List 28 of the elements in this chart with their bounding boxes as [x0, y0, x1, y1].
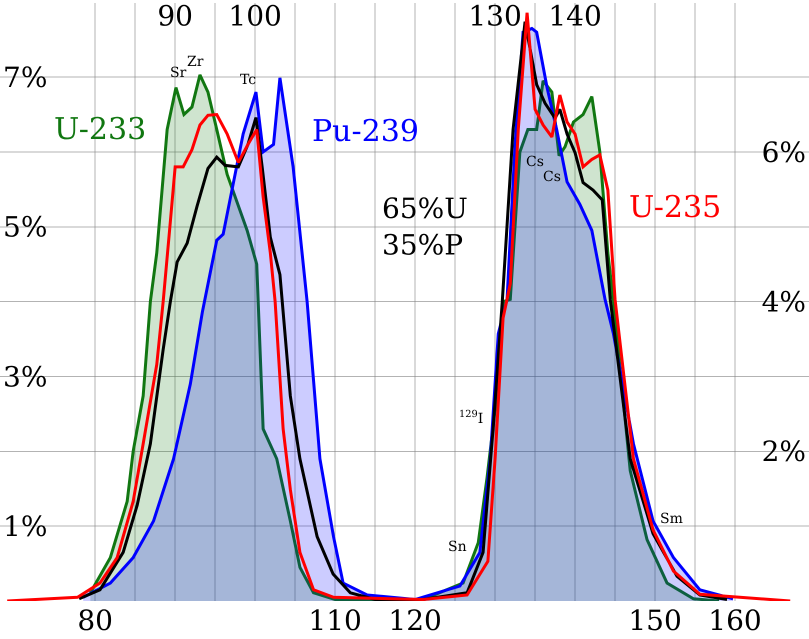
y2-tick-label: 2%: [762, 435, 806, 468]
annotation: Cs: [526, 154, 544, 170]
y-tick-label: 7%: [3, 60, 48, 94]
annotation: Sm: [660, 511, 683, 527]
y-tick-label: 1%: [3, 510, 48, 543]
x-tick-label: 80: [77, 604, 113, 637]
x2-tick-label: 90: [157, 0, 193, 33]
x-tick-label: 120: [388, 604, 442, 637]
y-tick-label: 3%: [3, 360, 48, 394]
series-label: Pu-239: [312, 114, 419, 149]
annotation: $^{129}$I: [459, 409, 484, 427]
y2-tick-label: 4%: [762, 285, 806, 318]
annotation: Sn: [448, 539, 467, 555]
annotation: Sr: [170, 65, 187, 81]
annotation: Zr: [187, 54, 204, 70]
y-tick-label: 5%: [3, 210, 48, 244]
x2-tick-label: 100: [228, 0, 282, 33]
annotation: Cs: [543, 169, 561, 185]
y2-tick-label: 6%: [762, 136, 806, 169]
x-tick-label: 150: [628, 604, 682, 637]
annotation: Tc: [240, 72, 256, 88]
annotation: 65%U 35%P: [382, 192, 468, 262]
series-label: U-235: [629, 190, 722, 225]
series-label: U-233: [54, 112, 146, 147]
x-tick-label: 160: [708, 604, 762, 637]
x2-tick-label: 140: [548, 0, 602, 33]
x2-tick-label: 130: [468, 0, 522, 33]
x-tick-label: 110: [308, 604, 362, 637]
